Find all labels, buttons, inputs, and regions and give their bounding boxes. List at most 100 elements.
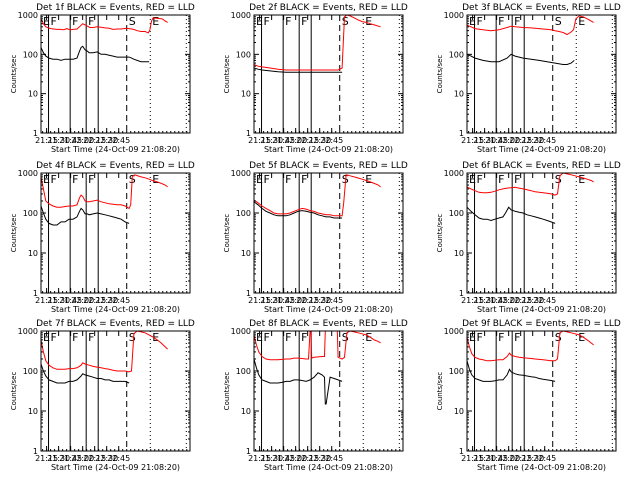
x-tick-label: 22:45: [533, 454, 556, 463]
x-tick-label: 22:00: [284, 136, 307, 145]
region-label: S: [555, 15, 562, 28]
x-tick-label: 21:15: [35, 136, 58, 145]
series-events: [467, 360, 556, 382]
y-tick-label: 1000: [18, 11, 38, 20]
x-tick-label: 22:45: [533, 296, 556, 305]
series-events: [254, 67, 343, 73]
region-label: F: [51, 173, 57, 186]
x-tick-label: 21:30: [47, 296, 70, 305]
chart-title: Det 9f BLACK = Events, RED = LLD: [462, 319, 621, 329]
y-tick-label: 1000: [231, 169, 251, 178]
region-label: F: [301, 15, 307, 28]
y-tick-label: 1: [459, 129, 464, 138]
y-tick-label: 1000: [444, 11, 464, 20]
y-axis-label: Counts/sec: [10, 214, 18, 253]
series-events: [467, 53, 575, 65]
region-label: E: [469, 15, 476, 28]
series-lld: [254, 174, 381, 217]
series-events: [41, 363, 130, 384]
x-tick-label: 21:15: [461, 296, 484, 305]
region-label: E: [256, 15, 263, 28]
y-tick-label: 1: [33, 129, 38, 138]
y-tick-label: 1000: [444, 169, 464, 178]
y-tick-label: 100: [23, 209, 38, 218]
y-tick-label: 100: [236, 50, 251, 59]
region-label: E: [365, 15, 372, 28]
region-label: F: [72, 15, 78, 28]
y-tick-label: 100: [23, 50, 38, 59]
region-label: E: [152, 331, 159, 344]
region-label: F: [477, 173, 483, 186]
x-axis-label: Start Time (24-Oct-09 21:08:20): [477, 463, 606, 472]
x-tick-label: 21:45: [272, 136, 295, 145]
region-label: F: [498, 173, 504, 186]
region-label: E: [152, 15, 159, 28]
region-label: S: [555, 173, 562, 186]
plot-frame: [466, 14, 617, 134]
x-tick-label: 21:30: [473, 454, 496, 463]
y-tick-label: 100: [23, 367, 38, 376]
region-label: E: [578, 15, 585, 28]
x-tick-label: 21:30: [260, 454, 283, 463]
y-tick-label: 100: [236, 209, 251, 218]
y-tick-label: 1: [33, 447, 38, 456]
plot-frame: [40, 14, 191, 134]
x-tick-label: 21:15: [35, 296, 58, 305]
region-label: E: [152, 173, 159, 186]
region-label: S: [342, 331, 349, 344]
region-label: E: [578, 331, 585, 344]
x-tick-label: 21:15: [248, 136, 271, 145]
y-tick-label: 10: [241, 90, 251, 99]
x-axis-label: Start Time (24-Oct-09 21:08:20): [477, 145, 606, 154]
x-tick-label: 21:30: [47, 136, 70, 145]
region-label: F: [51, 15, 57, 28]
y-tick-label: 10: [28, 249, 38, 258]
x-tick-label: 21:45: [272, 296, 295, 305]
region-label: F: [498, 331, 504, 344]
series-lld: [254, 15, 381, 71]
y-tick-label: 100: [449, 50, 464, 59]
region-label: F: [264, 331, 270, 344]
x-tick-label: 22:15: [83, 136, 106, 145]
region-label: F: [477, 15, 483, 28]
chart-title: Det 1f BLACK = Events, RED = LLD: [36, 3, 195, 13]
y-tick-label: 1000: [231, 327, 251, 336]
y-axis-label: Counts/sec: [436, 372, 444, 411]
region-lines: [48, 331, 187, 451]
region-label: F: [51, 331, 57, 344]
chart-title: Det 3f BLACK = Events, RED = LLD: [462, 3, 621, 13]
series-lld: [467, 331, 594, 362]
x-axis-label: Start Time (24-Oct-09 21:08:20): [51, 145, 180, 154]
region-label: E: [469, 331, 476, 344]
region-label: E: [578, 173, 585, 186]
series-lld: [41, 331, 168, 373]
x-tick-label: 22:30: [95, 296, 118, 305]
region-label: E: [256, 331, 263, 344]
x-tick-label: 22:45: [320, 296, 343, 305]
y-tick-label: 100: [236, 367, 251, 376]
region-lines: [474, 173, 613, 293]
region-label: E: [469, 173, 476, 186]
region-lines: [261, 15, 400, 133]
y-tick-label: 100: [449, 209, 464, 218]
plot-frame: [253, 14, 404, 134]
region-label: S: [129, 15, 136, 28]
x-tick-label: 22:30: [95, 454, 118, 463]
x-tick-label: 21:45: [59, 296, 82, 305]
x-tick-label: 22:30: [521, 136, 544, 145]
x-tick-label: 22:00: [497, 454, 520, 463]
series-lld: [41, 17, 168, 34]
plot-frame: [40, 172, 191, 294]
x-tick-label: 22:45: [107, 454, 130, 463]
x-tick-label: 21:30: [260, 296, 283, 305]
y-tick-label: 10: [454, 407, 464, 416]
region-label: F: [285, 173, 291, 186]
region-label: F: [88, 331, 94, 344]
x-tick-label: 21:30: [47, 454, 70, 463]
